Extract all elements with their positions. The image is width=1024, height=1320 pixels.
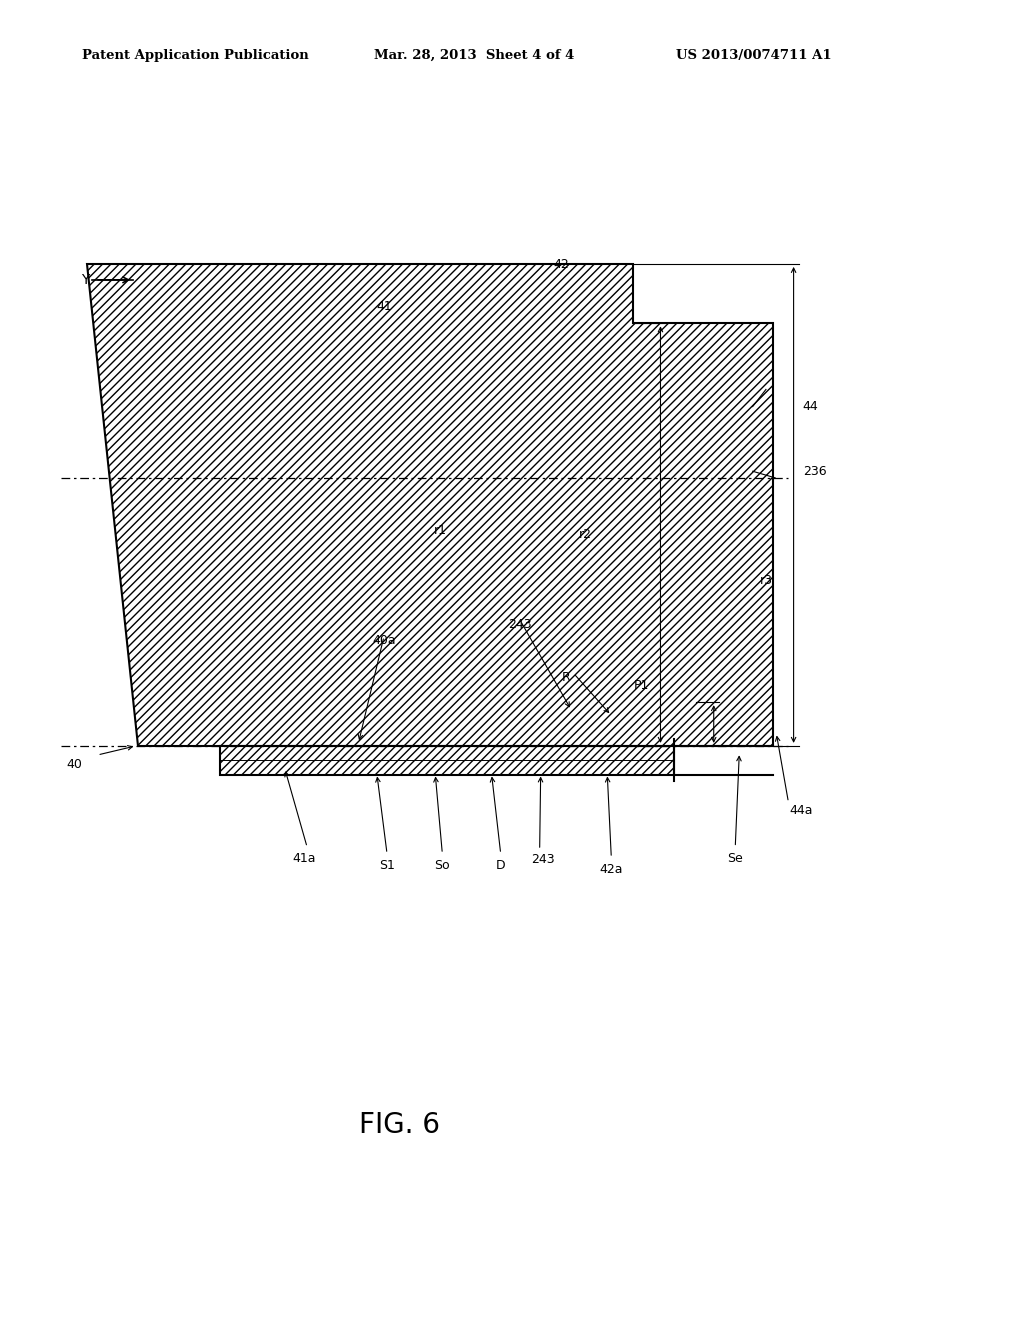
Text: 44a: 44a bbox=[790, 804, 812, 817]
Text: US 2013/0074711 A1: US 2013/0074711 A1 bbox=[676, 49, 831, 62]
Text: 236: 236 bbox=[803, 465, 826, 478]
Text: S1: S1 bbox=[379, 859, 395, 873]
Text: r3: r3 bbox=[760, 574, 772, 587]
Text: Se: Se bbox=[727, 851, 743, 865]
Text: 41: 41 bbox=[376, 300, 392, 313]
Text: 243: 243 bbox=[530, 853, 555, 866]
Text: 40a: 40a bbox=[372, 634, 396, 647]
Text: Patent Application Publication: Patent Application Publication bbox=[82, 49, 308, 62]
Text: D: D bbox=[496, 859, 506, 873]
Text: R: R bbox=[562, 671, 570, 684]
Text: So: So bbox=[434, 859, 451, 873]
Text: 40: 40 bbox=[66, 758, 82, 771]
Text: r1: r1 bbox=[434, 524, 446, 537]
Text: Y: Y bbox=[81, 273, 89, 286]
Text: 44: 44 bbox=[803, 400, 818, 413]
Text: FIG. 6: FIG. 6 bbox=[358, 1110, 440, 1139]
Text: r2: r2 bbox=[580, 528, 592, 541]
Text: 41a: 41a bbox=[293, 851, 315, 865]
Text: 42: 42 bbox=[553, 257, 569, 271]
Polygon shape bbox=[220, 746, 674, 775]
Text: P1: P1 bbox=[633, 678, 649, 692]
Text: 42a: 42a bbox=[600, 863, 623, 876]
Text: Mar. 28, 2013  Sheet 4 of 4: Mar. 28, 2013 Sheet 4 of 4 bbox=[374, 49, 574, 62]
Text: 243: 243 bbox=[508, 618, 532, 631]
Polygon shape bbox=[87, 264, 773, 746]
